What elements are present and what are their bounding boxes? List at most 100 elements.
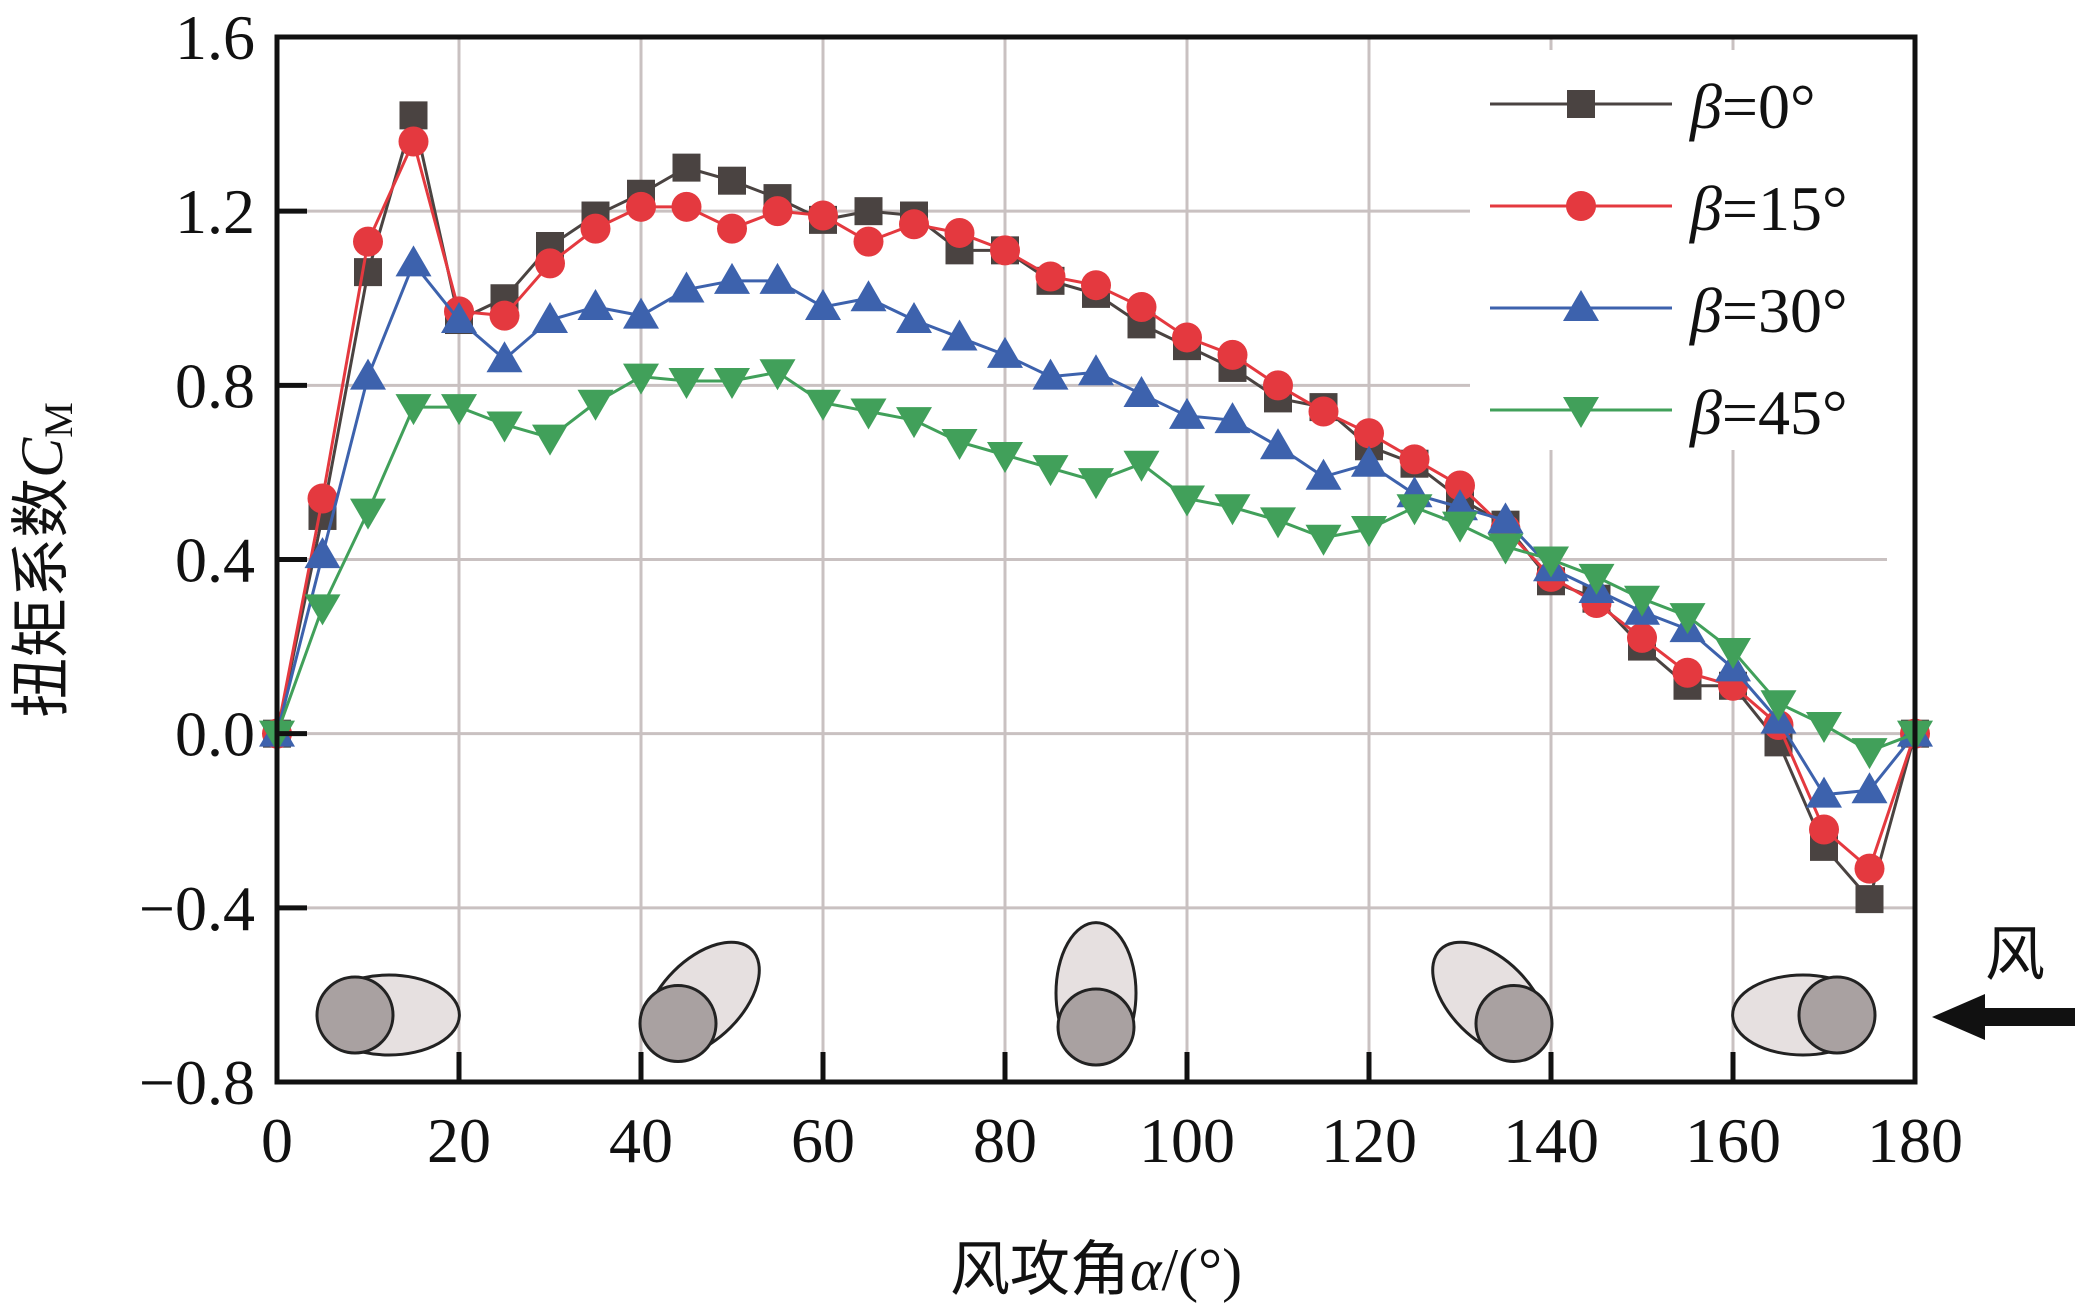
y-tick-label: 1.6 [175, 2, 255, 73]
data-point [486, 411, 523, 443]
x-tick-label: 120 [1321, 1105, 1417, 1176]
legend-marker [1563, 397, 1599, 428]
data-series [259, 101, 1933, 914]
x-tick-label: 0 [261, 1105, 293, 1176]
y-tick-label: 1.2 [175, 176, 255, 247]
section-icon [1431, 940, 1554, 1063]
y-axis-title-text: 扭矩系数 [9, 478, 75, 718]
data-point [580, 213, 611, 244]
data-point [759, 262, 796, 294]
y-axis-title-symbol: C [9, 437, 75, 478]
data-point [1487, 533, 1524, 565]
data-point [1445, 470, 1475, 501]
data-point [896, 407, 932, 439]
y-tick-label: 0.4 [175, 525, 255, 596]
data-point [1172, 322, 1202, 353]
data-point [941, 319, 978, 351]
data-point [944, 217, 975, 248]
x-axis-title-text: 风攻角 [950, 1237, 1130, 1303]
data-point [1809, 814, 1839, 845]
section-icon [1731, 973, 1877, 1057]
data-point [1035, 261, 1066, 292]
data-point [714, 367, 750, 399]
data-point [1399, 444, 1430, 475]
x-tick-label: 180 [1867, 1105, 1963, 1176]
data-point [1078, 354, 1114, 386]
section-icon-circle [1797, 975, 1877, 1055]
data-point [577, 288, 614, 320]
data-point [1487, 502, 1524, 534]
y-axis-title-subscript: M [36, 402, 81, 438]
data-point [1217, 339, 1248, 370]
data-point [1760, 690, 1797, 722]
data-point [1169, 397, 1205, 429]
data-point [759, 359, 796, 391]
data-point [1442, 511, 1478, 543]
data-point [623, 363, 659, 395]
data-point [532, 424, 568, 456]
axis-ticks: 0 20 40 60 80 100 120 140 160 180 −0.8 −0.4 0.0 0.4 0.… [139, 2, 1963, 1176]
legend-symbol: β [1688, 275, 1722, 346]
data-point [441, 394, 477, 426]
data-point [941, 428, 978, 460]
data-point [1669, 603, 1706, 635]
legend-marker [1566, 191, 1596, 221]
data-point [1260, 428, 1296, 460]
data-point [532, 302, 568, 334]
cross-section-icons [315, 921, 1877, 1067]
y-axis-title: 扭矩系数CM [9, 402, 81, 718]
data-point [1672, 657, 1703, 688]
legend: β=0°β=15°β=30°β=45° [1470, 50, 1900, 450]
data-point [668, 271, 705, 303]
data-point [1806, 776, 1842, 808]
y-tick-label: −0.8 [139, 1047, 255, 1118]
legend-symbol: β [1688, 173, 1722, 244]
data-point [395, 245, 432, 277]
legend-label: β=0° [1688, 71, 1816, 142]
legend-label: β=45° [1688, 377, 1848, 448]
wind-label: 风 [1985, 922, 2045, 988]
data-point [395, 394, 432, 426]
legend-value: =45° [1722, 377, 1848, 448]
x-tick-label: 60 [791, 1105, 855, 1176]
section-icon [1054, 921, 1138, 1067]
data-point [350, 358, 386, 390]
section-icon [315, 973, 461, 1057]
legend-background [1470, 50, 1900, 450]
data-point [853, 226, 884, 257]
legend-marker [1563, 290, 1599, 321]
y-tick-label: 0.0 [175, 699, 255, 770]
data-point [1351, 445, 1387, 477]
data-point [850, 280, 887, 312]
data-point [623, 297, 659, 329]
data-point [1624, 585, 1660, 617]
data-point [1260, 507, 1296, 539]
x-tick-label: 80 [973, 1105, 1037, 1176]
section-icon-circle [638, 983, 718, 1063]
x-tick-label: 20 [427, 1105, 491, 1176]
data-point [714, 262, 750, 294]
data-point [1263, 370, 1293, 401]
data-point [854, 197, 883, 226]
data-point [672, 153, 701, 182]
legend-symbol: β [1688, 377, 1722, 448]
legend-label: β=15° [1688, 173, 1848, 244]
section-icon [638, 940, 761, 1063]
data-point [717, 213, 747, 244]
data-point [304, 537, 341, 569]
y-tick-label: −0.4 [139, 873, 255, 944]
data-point [808, 200, 838, 231]
y-tick-label: 0.8 [175, 350, 255, 421]
series-triangle-down [259, 359, 1933, 770]
legend-item: β=0° [1490, 71, 1816, 142]
data-point [1806, 711, 1842, 743]
series-circle [262, 126, 1930, 884]
data-point [1627, 622, 1657, 653]
data-point [399, 101, 428, 130]
data-point [1851, 738, 1888, 770]
data-point [441, 302, 477, 334]
legend-value: =0° [1722, 71, 1816, 142]
x-tick-label: 100 [1139, 1105, 1235, 1176]
legend-symbol: β [1688, 71, 1722, 142]
x-tick-label: 40 [609, 1105, 673, 1176]
